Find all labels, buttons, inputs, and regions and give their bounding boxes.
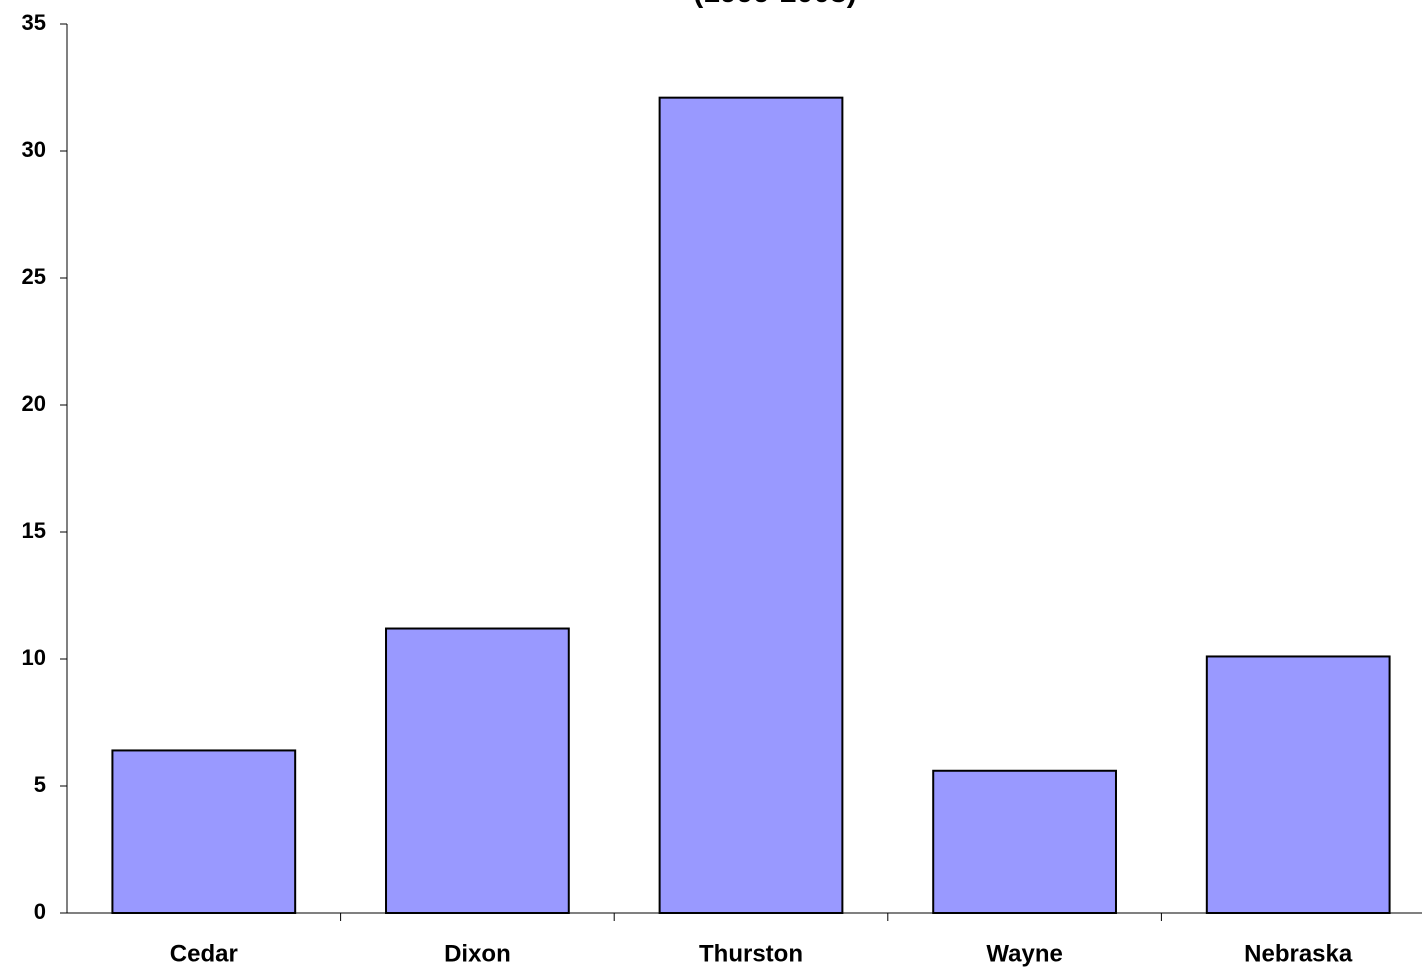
bar	[111, 749, 297, 914]
x-tick-label: Thurston	[699, 940, 803, 967]
y-tick-label: 25	[22, 264, 46, 289]
y-tick-label: 30	[22, 137, 46, 162]
bar	[932, 769, 1117, 915]
x-tick-label: Cedar	[170, 940, 238, 967]
bar	[385, 627, 570, 915]
y-tick-label: 10	[22, 645, 46, 670]
bar	[1205, 655, 1391, 915]
y-tick-label: 5	[34, 772, 46, 797]
y-tick-label: 20	[22, 391, 46, 416]
chart-title: (1999-2003)	[693, 0, 856, 9]
x-tick-label: Dixon	[444, 940, 511, 967]
x-tick-label: Wayne	[986, 940, 1062, 967]
y-tick-label: 35	[22, 10, 46, 35]
y-tick-label: 0	[34, 899, 46, 924]
bar	[658, 96, 844, 915]
x-tick-label: Nebraska	[1244, 940, 1353, 967]
y-tick-label: 15	[22, 518, 46, 543]
